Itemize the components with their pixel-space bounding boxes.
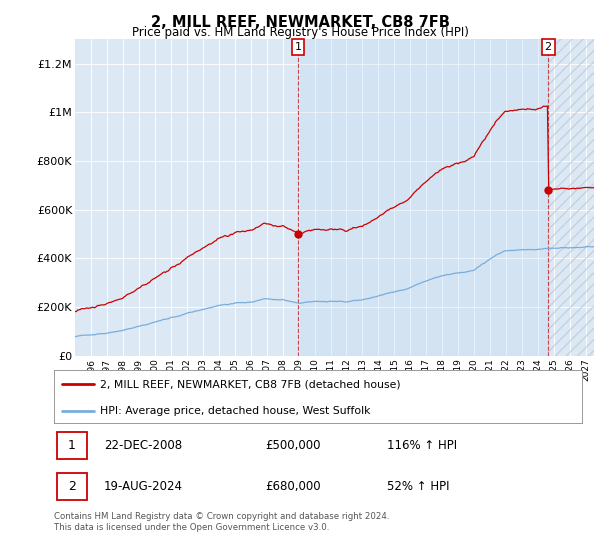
Text: 52% ↑ HPI: 52% ↑ HPI	[386, 480, 449, 493]
FancyBboxPatch shape	[56, 473, 87, 500]
Text: 2: 2	[545, 42, 552, 52]
FancyBboxPatch shape	[56, 432, 87, 459]
Text: 2, MILL REEF, NEWMARKET, CB8 7FB: 2, MILL REEF, NEWMARKET, CB8 7FB	[151, 15, 449, 30]
Bar	[548, 39, 594, 356]
Text: 22-DEC-2008: 22-DEC-2008	[104, 439, 182, 452]
Text: 19-AUG-2024: 19-AUG-2024	[104, 480, 183, 493]
Text: 1: 1	[68, 439, 76, 452]
Text: £500,000: £500,000	[265, 439, 321, 452]
Bar	[298, 39, 548, 356]
Text: 116% ↑ HPI: 116% ↑ HPI	[386, 439, 457, 452]
Text: 2, MILL REEF, NEWMARKET, CB8 7FB (detached house): 2, MILL REEF, NEWMARKET, CB8 7FB (detach…	[100, 380, 401, 390]
Text: HPI: Average price, detached house, West Suffolk: HPI: Average price, detached house, West…	[100, 406, 371, 416]
Text: Price paid vs. HM Land Registry's House Price Index (HPI): Price paid vs. HM Land Registry's House …	[131, 26, 469, 39]
Text: £680,000: £680,000	[265, 480, 321, 493]
Text: 1: 1	[295, 42, 302, 52]
Bar	[548, 39, 594, 356]
Text: 2: 2	[68, 480, 76, 493]
Text: Contains HM Land Registry data © Crown copyright and database right 2024.
This d: Contains HM Land Registry data © Crown c…	[54, 512, 389, 532]
